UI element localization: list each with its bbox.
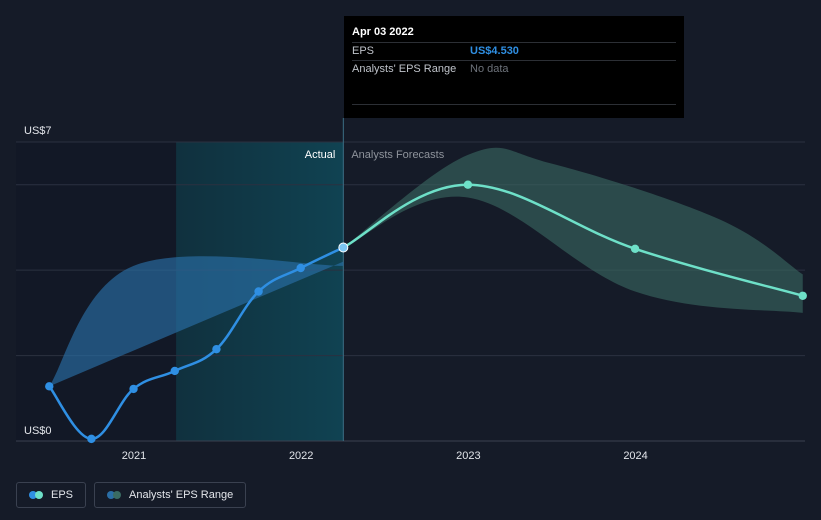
eps-forecast-line	[342, 183, 804, 298]
x-tick-label: 2023	[456, 450, 480, 462]
legend-item-eps-range[interactable]: Analysts' EPS Range	[94, 482, 247, 508]
tooltip-value: US$4.530	[470, 45, 519, 57]
eps-data-point	[296, 263, 305, 273]
legend-item-eps[interactable]: EPS	[16, 482, 87, 508]
legend-range-swatch-icon	[107, 491, 122, 499]
eps-data-point	[170, 366, 179, 376]
actual-eps-range-band	[49, 256, 344, 387]
tooltip-row-range: Analysts' EPS Range No data	[352, 60, 676, 78]
x-tick-label: 2021	[122, 450, 146, 462]
eps-data-point	[45, 382, 54, 391]
eps-data-point	[254, 287, 263, 296]
eps-data-point	[212, 344, 221, 354]
x-tick-label: 2022	[289, 450, 313, 462]
forecast-eps-range-band	[343, 147, 803, 313]
region-label-forecast: Analysts Forecasts	[351, 149, 444, 161]
tooltip-date: Apr 03 2022	[352, 26, 414, 38]
region-label-actual: Actual	[305, 149, 336, 161]
tooltip-value: No data	[470, 63, 509, 75]
tooltip-key: EPS	[352, 45, 375, 57]
eps-data-point	[129, 384, 138, 394]
tooltip-divider	[352, 104, 676, 105]
eps-data-point	[463, 180, 473, 189]
tooltip: Apr 03 2022 EPS US$4.530 Analysts' EPS R…	[344, 16, 684, 118]
tooltip-row-eps: EPS US$4.530	[352, 42, 676, 60]
legend: EPS Analysts' EPS Range	[16, 482, 247, 508]
legend-label: EPS	[51, 489, 74, 501]
eps-highlight-point	[338, 242, 349, 253]
x-tick-label: 2024	[623, 450, 647, 462]
y-axis-label-bottom: US$0	[24, 425, 52, 437]
eps-data-point	[87, 434, 96, 444]
y-axis-label-top: US$7	[24, 125, 52, 137]
legend-label: Analysts' EPS Range	[129, 489, 234, 501]
tooltip-key: Analysts' EPS Range	[352, 63, 457, 75]
eps-data-point	[630, 244, 640, 253]
eps-data-point	[798, 291, 807, 300]
legend-eps-swatch-icon	[29, 491, 43, 499]
